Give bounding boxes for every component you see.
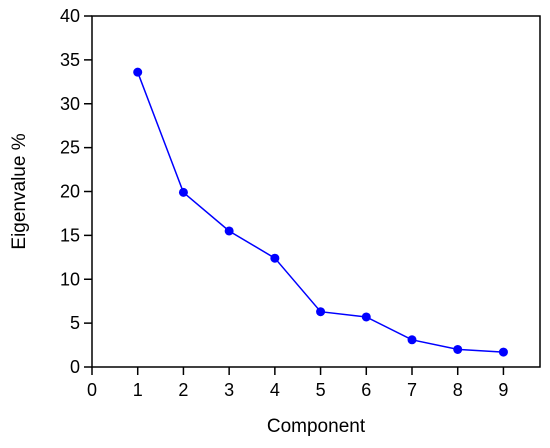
y-tick-label: 40 <box>60 6 80 26</box>
data-point <box>316 307 326 317</box>
x-tick-label: 7 <box>407 380 417 400</box>
data-point <box>133 67 143 77</box>
x-tick-label: 4 <box>270 380 280 400</box>
y-tick-label: 0 <box>70 357 80 377</box>
data-point <box>361 312 371 322</box>
data-point <box>224 226 234 236</box>
series <box>133 67 508 357</box>
y-tick-label: 5 <box>70 313 80 333</box>
ticks: 0 5 10 15 20 25 30 35 40 0 1 2 3 4 5 6 7 8 9 <box>60 6 508 400</box>
data-point <box>270 253 280 263</box>
y-tick-label: 30 <box>60 94 80 114</box>
x-tick-label: 5 <box>316 380 326 400</box>
plot-frame <box>91 15 541 368</box>
x-tick-label: 0 <box>87 380 97 400</box>
y-tick-label: 10 <box>60 269 80 289</box>
data-point <box>498 347 508 357</box>
x-tick-label: 8 <box>453 380 463 400</box>
x-tick-label: 9 <box>498 380 508 400</box>
x-tick-label: 3 <box>224 380 234 400</box>
data-point <box>407 335 417 345</box>
y-tick-label: 35 <box>60 50 80 70</box>
x-tick-label: 1 <box>133 380 143 400</box>
x-tick-label: 6 <box>361 380 371 400</box>
x-axis-label: Component <box>267 416 366 437</box>
data-point <box>453 344 463 354</box>
y-tick-label: 20 <box>60 182 80 202</box>
x-tick-label: 2 <box>178 380 188 400</box>
y-tick-label: 15 <box>60 225 80 245</box>
y-tick-label: 25 <box>60 138 80 158</box>
axes <box>91 15 541 368</box>
y-axis-label: Eigenvalue % <box>9 133 30 249</box>
data-point <box>178 187 188 197</box>
